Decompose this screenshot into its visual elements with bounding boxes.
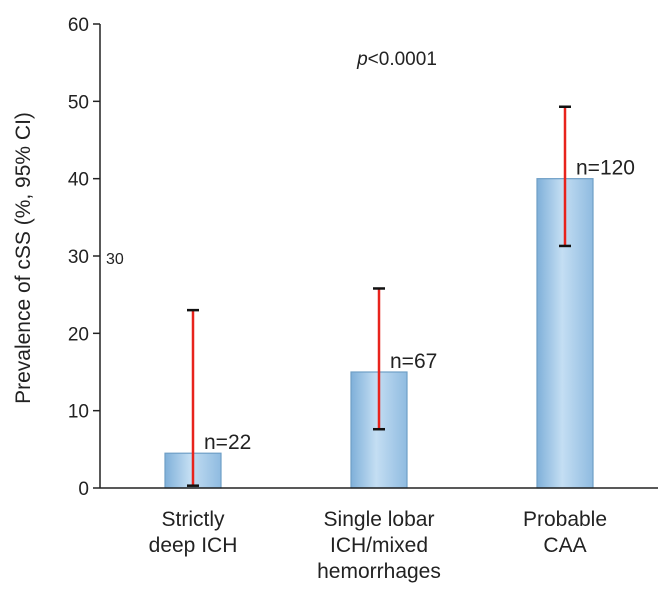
data-label-0: n=22 bbox=[204, 431, 251, 454]
p-value-annotation: p<0.0001 bbox=[356, 49, 437, 70]
y-tick-label-4: 40 bbox=[68, 170, 89, 191]
category-label-0-line-1: deep ICH bbox=[149, 534, 238, 557]
y-tick-label-6: 60 bbox=[68, 15, 89, 36]
data-labels: n=22 n=67 n=120 bbox=[204, 157, 635, 455]
y-tick-label-2: 20 bbox=[68, 324, 89, 345]
category-label-1-line-1: ICH/mixed bbox=[330, 534, 428, 557]
y-tick-label-1: 10 bbox=[68, 402, 89, 423]
y-tick-label-3: 30 bbox=[68, 247, 89, 268]
category-label-2-line-0: Probable bbox=[523, 508, 607, 531]
category-labels: Strictly deep ICH Single lobar ICH/mixed hem… bbox=[149, 508, 607, 583]
y-axis-ticks: 0 10 20 30 40 50 60 bbox=[68, 15, 100, 500]
data-label-1: n=67 bbox=[390, 350, 437, 373]
category-label-2-line-1: CAA bbox=[543, 534, 586, 557]
p-value-text: <0.0001 bbox=[368, 49, 437, 70]
category-label-0: Strictly deep ICH bbox=[149, 508, 238, 557]
category-label-1-line-0: Single lobar bbox=[324, 508, 435, 531]
y-axis-title: Prevalence of cSS (%, 95% CI) bbox=[12, 112, 35, 404]
y-tick-label-0: 0 bbox=[78, 479, 89, 500]
stray-label: 30 bbox=[106, 251, 124, 268]
data-label-2: n=120 bbox=[576, 157, 635, 180]
category-label-0-line-0: Strictly bbox=[162, 508, 226, 531]
category-label-1: Single lobar ICH/mixed hemorrhages bbox=[317, 508, 441, 583]
p-value-prefix: p bbox=[356, 49, 368, 70]
error-bars bbox=[187, 105, 571, 487]
category-label-1-line-2: hemorrhages bbox=[317, 560, 441, 583]
y-tick-label-5: 50 bbox=[68, 92, 89, 113]
category-label-2: Probable CAA bbox=[523, 508, 607, 557]
